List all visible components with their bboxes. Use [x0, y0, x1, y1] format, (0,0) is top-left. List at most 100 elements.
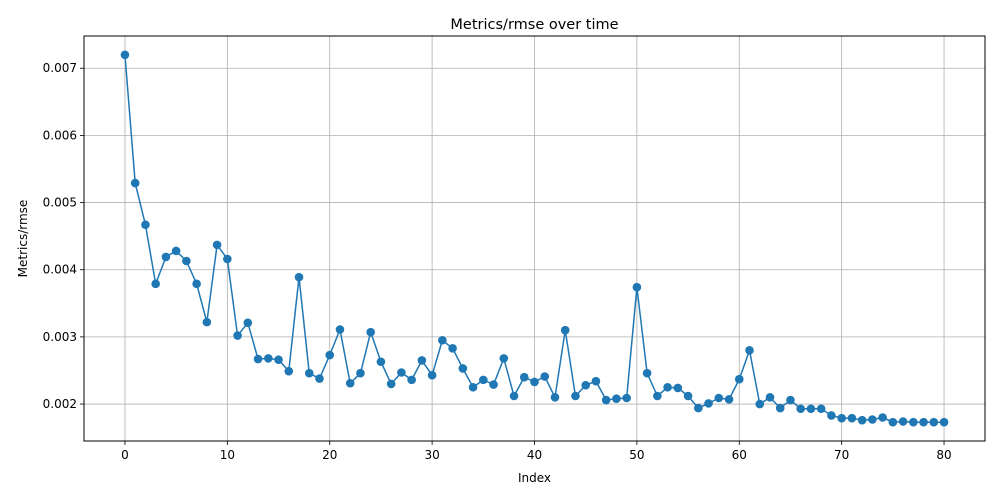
data-point	[427, 370, 437, 380]
chart-title: Metrics/rmse over time	[450, 17, 618, 33]
x-tick-label: 30	[424, 448, 439, 462]
data-point	[151, 279, 160, 289]
data-point	[417, 356, 427, 365]
y-tick-label: 0.004	[43, 263, 77, 277]
data-point	[622, 393, 631, 403]
y-tick-label: 0.007	[43, 61, 77, 75]
data-point	[509, 391, 519, 401]
data-point	[161, 252, 171, 262]
data-point	[376, 357, 386, 367]
data-point	[120, 50, 130, 60]
data-point	[909, 417, 918, 427]
data-point	[704, 399, 713, 408]
y-tick-label: 0.003	[43, 330, 77, 344]
data-point	[253, 354, 263, 364]
data-point	[734, 374, 744, 384]
data-point	[673, 383, 683, 393]
data-point	[642, 368, 652, 378]
data-point	[827, 411, 836, 420]
data-point	[448, 344, 457, 353]
data-point	[755, 399, 765, 409]
data-point	[233, 331, 242, 340]
data-point	[274, 355, 283, 365]
data-point	[571, 391, 580, 401]
data-point	[325, 350, 335, 360]
data-point	[591, 376, 601, 386]
data-point	[663, 382, 672, 392]
data-point	[366, 327, 375, 337]
data-point	[407, 375, 416, 385]
data-point	[724, 395, 734, 404]
data-point	[141, 220, 150, 230]
data-point	[837, 413, 846, 423]
data-point	[212, 240, 222, 250]
x-tick-label: 10	[220, 448, 235, 462]
data-point	[683, 391, 693, 401]
data-point	[816, 404, 826, 414]
y-axis-title: Metrics/rmse	[16, 200, 30, 278]
data-point	[919, 417, 928, 427]
x-tick-label: 50	[629, 448, 644, 462]
data-point	[632, 282, 642, 292]
data-point	[775, 403, 785, 413]
data-point	[601, 395, 611, 405]
data-point	[202, 317, 212, 327]
data-point	[550, 393, 560, 402]
data-point	[786, 395, 795, 405]
data-point	[130, 178, 140, 188]
data-point	[345, 378, 355, 388]
data-point	[530, 377, 539, 387]
data-point	[878, 413, 887, 422]
data-point	[847, 413, 857, 423]
data-point	[284, 366, 294, 376]
data-point	[171, 246, 181, 256]
data-point	[304, 368, 314, 378]
data-point	[192, 279, 201, 289]
data-point	[182, 256, 191, 266]
axes: 0 10 20 30 40 50 60 70 80 0.002 0.003 0.004 0.005 0.0…	[43, 61, 952, 462]
data-point	[888, 417, 898, 427]
y-tick-label: 0.005	[43, 196, 77, 210]
x-tick-label: 20	[322, 448, 337, 462]
data-point	[489, 380, 498, 389]
x-tick-label: 0	[121, 448, 129, 462]
y-tick-label: 0.006	[43, 128, 77, 142]
plot-area	[120, 50, 949, 427]
data-point	[694, 403, 703, 413]
data-point	[714, 393, 724, 403]
data-point	[499, 354, 509, 363]
data-point	[929, 417, 939, 427]
y-tick-label: 0.002	[43, 397, 77, 411]
data-point	[540, 372, 550, 381]
data-point	[264, 354, 273, 363]
data-point	[223, 254, 232, 264]
data-point	[560, 325, 570, 335]
data-point	[796, 404, 805, 414]
data-point	[519, 372, 529, 382]
data-point	[745, 346, 754, 355]
data-point	[356, 368, 365, 378]
data-point	[458, 364, 468, 373]
data-point	[868, 415, 877, 424]
data-point	[468, 382, 478, 392]
data-point	[581, 380, 590, 390]
data-point	[243, 318, 253, 328]
grid-lines	[84, 36, 985, 441]
data-point	[315, 374, 324, 383]
data-point	[765, 393, 775, 402]
x-tick-label: 60	[732, 448, 747, 462]
x-tick-label: 40	[527, 448, 542, 462]
data-point	[939, 417, 949, 427]
x-tick-label: 70	[834, 448, 849, 462]
data-point	[806, 404, 816, 414]
data-point	[335, 325, 345, 334]
data-point	[397, 368, 406, 377]
data-point	[653, 391, 662, 401]
data-point	[438, 335, 447, 345]
data-point	[612, 394, 621, 403]
data-point	[294, 272, 304, 282]
x-axis-title: Index	[518, 471, 551, 485]
data-point	[898, 417, 908, 426]
data-point	[386, 379, 396, 389]
